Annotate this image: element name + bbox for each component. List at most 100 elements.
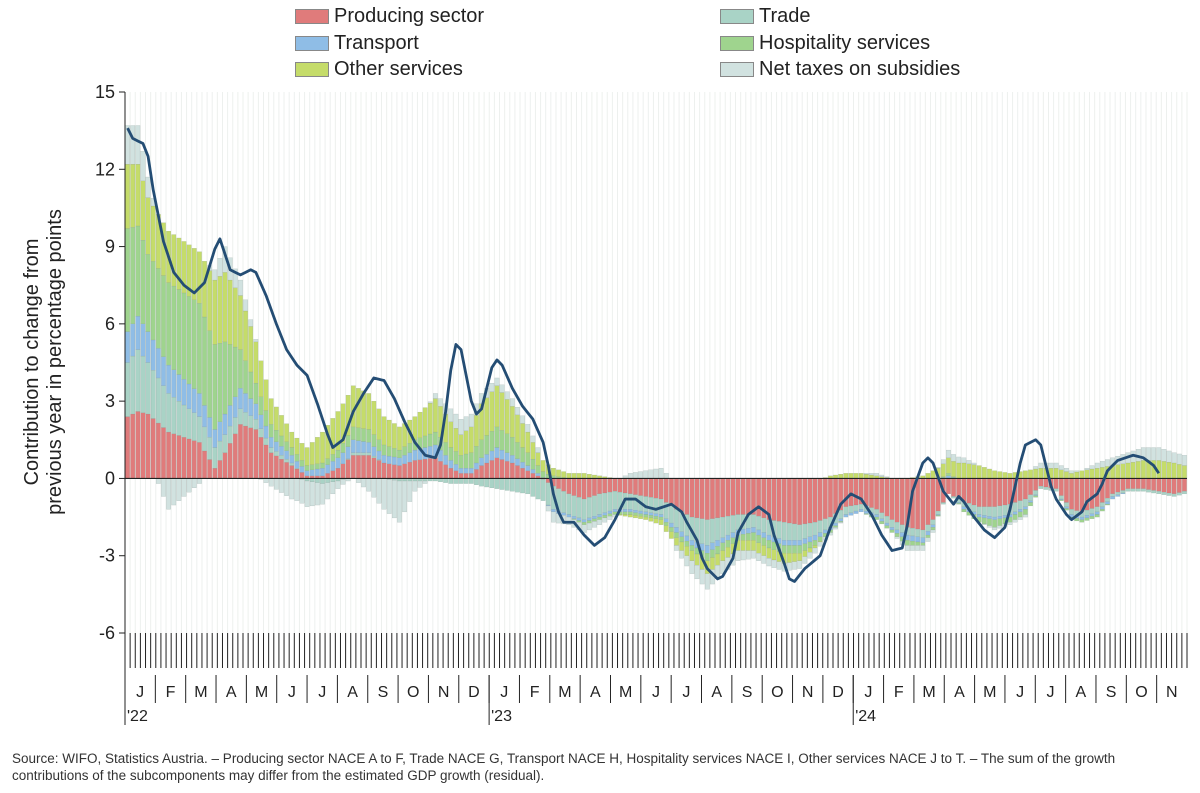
- bar-segment: [694, 478, 700, 519]
- bar-segment: [525, 478, 531, 495]
- bar-segment: [510, 406, 515, 438]
- bar-segment: [905, 540, 910, 546]
- bar-segment: [669, 522, 674, 528]
- bar-segment: [740, 540, 746, 551]
- bar-segment: [858, 509, 864, 513]
- bar-segment: [458, 467, 464, 474]
- bar-segment: [356, 427, 361, 441]
- bar-segment: [484, 462, 490, 479]
- bar-segment: [935, 467, 941, 469]
- bar-segment: [335, 467, 341, 479]
- bar-segment: [807, 552, 813, 559]
- bar-segment: [268, 452, 274, 479]
- bar-segment: [325, 473, 330, 479]
- bar-segment: [448, 447, 454, 461]
- bar-segment: [663, 522, 669, 526]
- bar-segment: [171, 433, 177, 479]
- bar-segment: [961, 509, 967, 513]
- bar-segment: [915, 478, 920, 530]
- bar-segment: [1007, 473, 1013, 479]
- bar-segment: [838, 510, 844, 519]
- bar-segment: [715, 478, 720, 519]
- bar-segment: [443, 478, 448, 483]
- bar-segment: [479, 457, 484, 466]
- bar-segment: [427, 433, 433, 447]
- bar-segment: [489, 450, 495, 461]
- bar-segment: [571, 516, 577, 519]
- bar-segment: [864, 473, 869, 475]
- bar-segment: [340, 443, 346, 453]
- bar-segment: [710, 478, 715, 519]
- bar-segment: [807, 536, 813, 543]
- bar-segment: [166, 393, 171, 433]
- bar-segment: [910, 540, 915, 546]
- bar-segment: [407, 452, 413, 463]
- bar-segment: [1166, 492, 1172, 496]
- bar-segment: [1166, 461, 1172, 479]
- bar-segment: [581, 498, 587, 520]
- bar-segment: [551, 509, 556, 513]
- bar-segment: [1033, 490, 1038, 495]
- bar-segment: [746, 540, 751, 551]
- legend-swatch-net-taxes: [720, 62, 754, 77]
- bar-segment: [217, 440, 223, 461]
- bar-segment: [802, 543, 808, 551]
- bar-segment: [802, 478, 808, 525]
- bar-segment: [930, 527, 936, 531]
- bar-segment: [166, 282, 171, 366]
- month-label: F: [530, 684, 540, 701]
- bar-segment: [376, 408, 382, 440]
- bar-segment: [822, 478, 828, 519]
- bar-segment: [597, 516, 602, 520]
- month-label: J: [1016, 684, 1024, 701]
- bar-segment: [643, 478, 649, 497]
- bar-segment: [335, 457, 341, 469]
- bar-segment: [1182, 491, 1187, 495]
- bar-segment: [161, 478, 166, 497]
- bar-segment: [987, 468, 992, 479]
- bar-segment: [663, 518, 669, 523]
- bar-segment: [463, 453, 469, 469]
- bar-segment: [427, 401, 433, 404]
- bar-segment: [1064, 502, 1069, 507]
- month-label: A: [711, 684, 722, 701]
- bar-segment: [982, 478, 987, 507]
- bar-segment: [320, 483, 325, 505]
- bar-segment: [715, 540, 720, 547]
- bar-segment: [817, 520, 823, 533]
- month-label: D: [832, 684, 844, 701]
- bar-segment: [1094, 506, 1100, 513]
- bar-segment: [658, 467, 664, 479]
- bar-segment: [289, 447, 295, 456]
- bar-segment: [207, 437, 212, 460]
- bar-segment: [309, 442, 315, 465]
- bar-segment: [689, 560, 695, 574]
- month-label: J: [652, 684, 660, 701]
- bar-segment: [361, 390, 366, 429]
- bar-segment: [1033, 466, 1038, 470]
- bar-segment: [227, 405, 233, 427]
- bar-segment: [294, 467, 300, 470]
- bar-segment: [951, 478, 956, 497]
- bar-segment: [756, 542, 761, 554]
- legend-item-transport: Transport: [295, 31, 419, 56]
- month-label: J: [136, 684, 144, 701]
- bar-segment: [1043, 478, 1049, 488]
- bar-segment: [1176, 464, 1182, 479]
- bar-segment: [191, 248, 197, 300]
- bar-segment: [1028, 494, 1033, 501]
- bar-segment: [304, 447, 310, 466]
- bar-segment: [274, 478, 279, 490]
- bar-segment: [597, 514, 602, 518]
- bar-segment: [145, 362, 151, 415]
- bar-segment: [232, 396, 238, 418]
- bar-segment: [176, 401, 182, 436]
- bar-segment: [366, 478, 372, 492]
- bar-segment: [130, 125, 136, 165]
- bar-segment: [330, 470, 336, 479]
- bar-segment: [930, 519, 936, 525]
- bar-segment: [674, 478, 679, 510]
- bar-segment: [468, 426, 474, 453]
- bar-segment: [397, 457, 402, 466]
- bar-segment: [838, 522, 844, 524]
